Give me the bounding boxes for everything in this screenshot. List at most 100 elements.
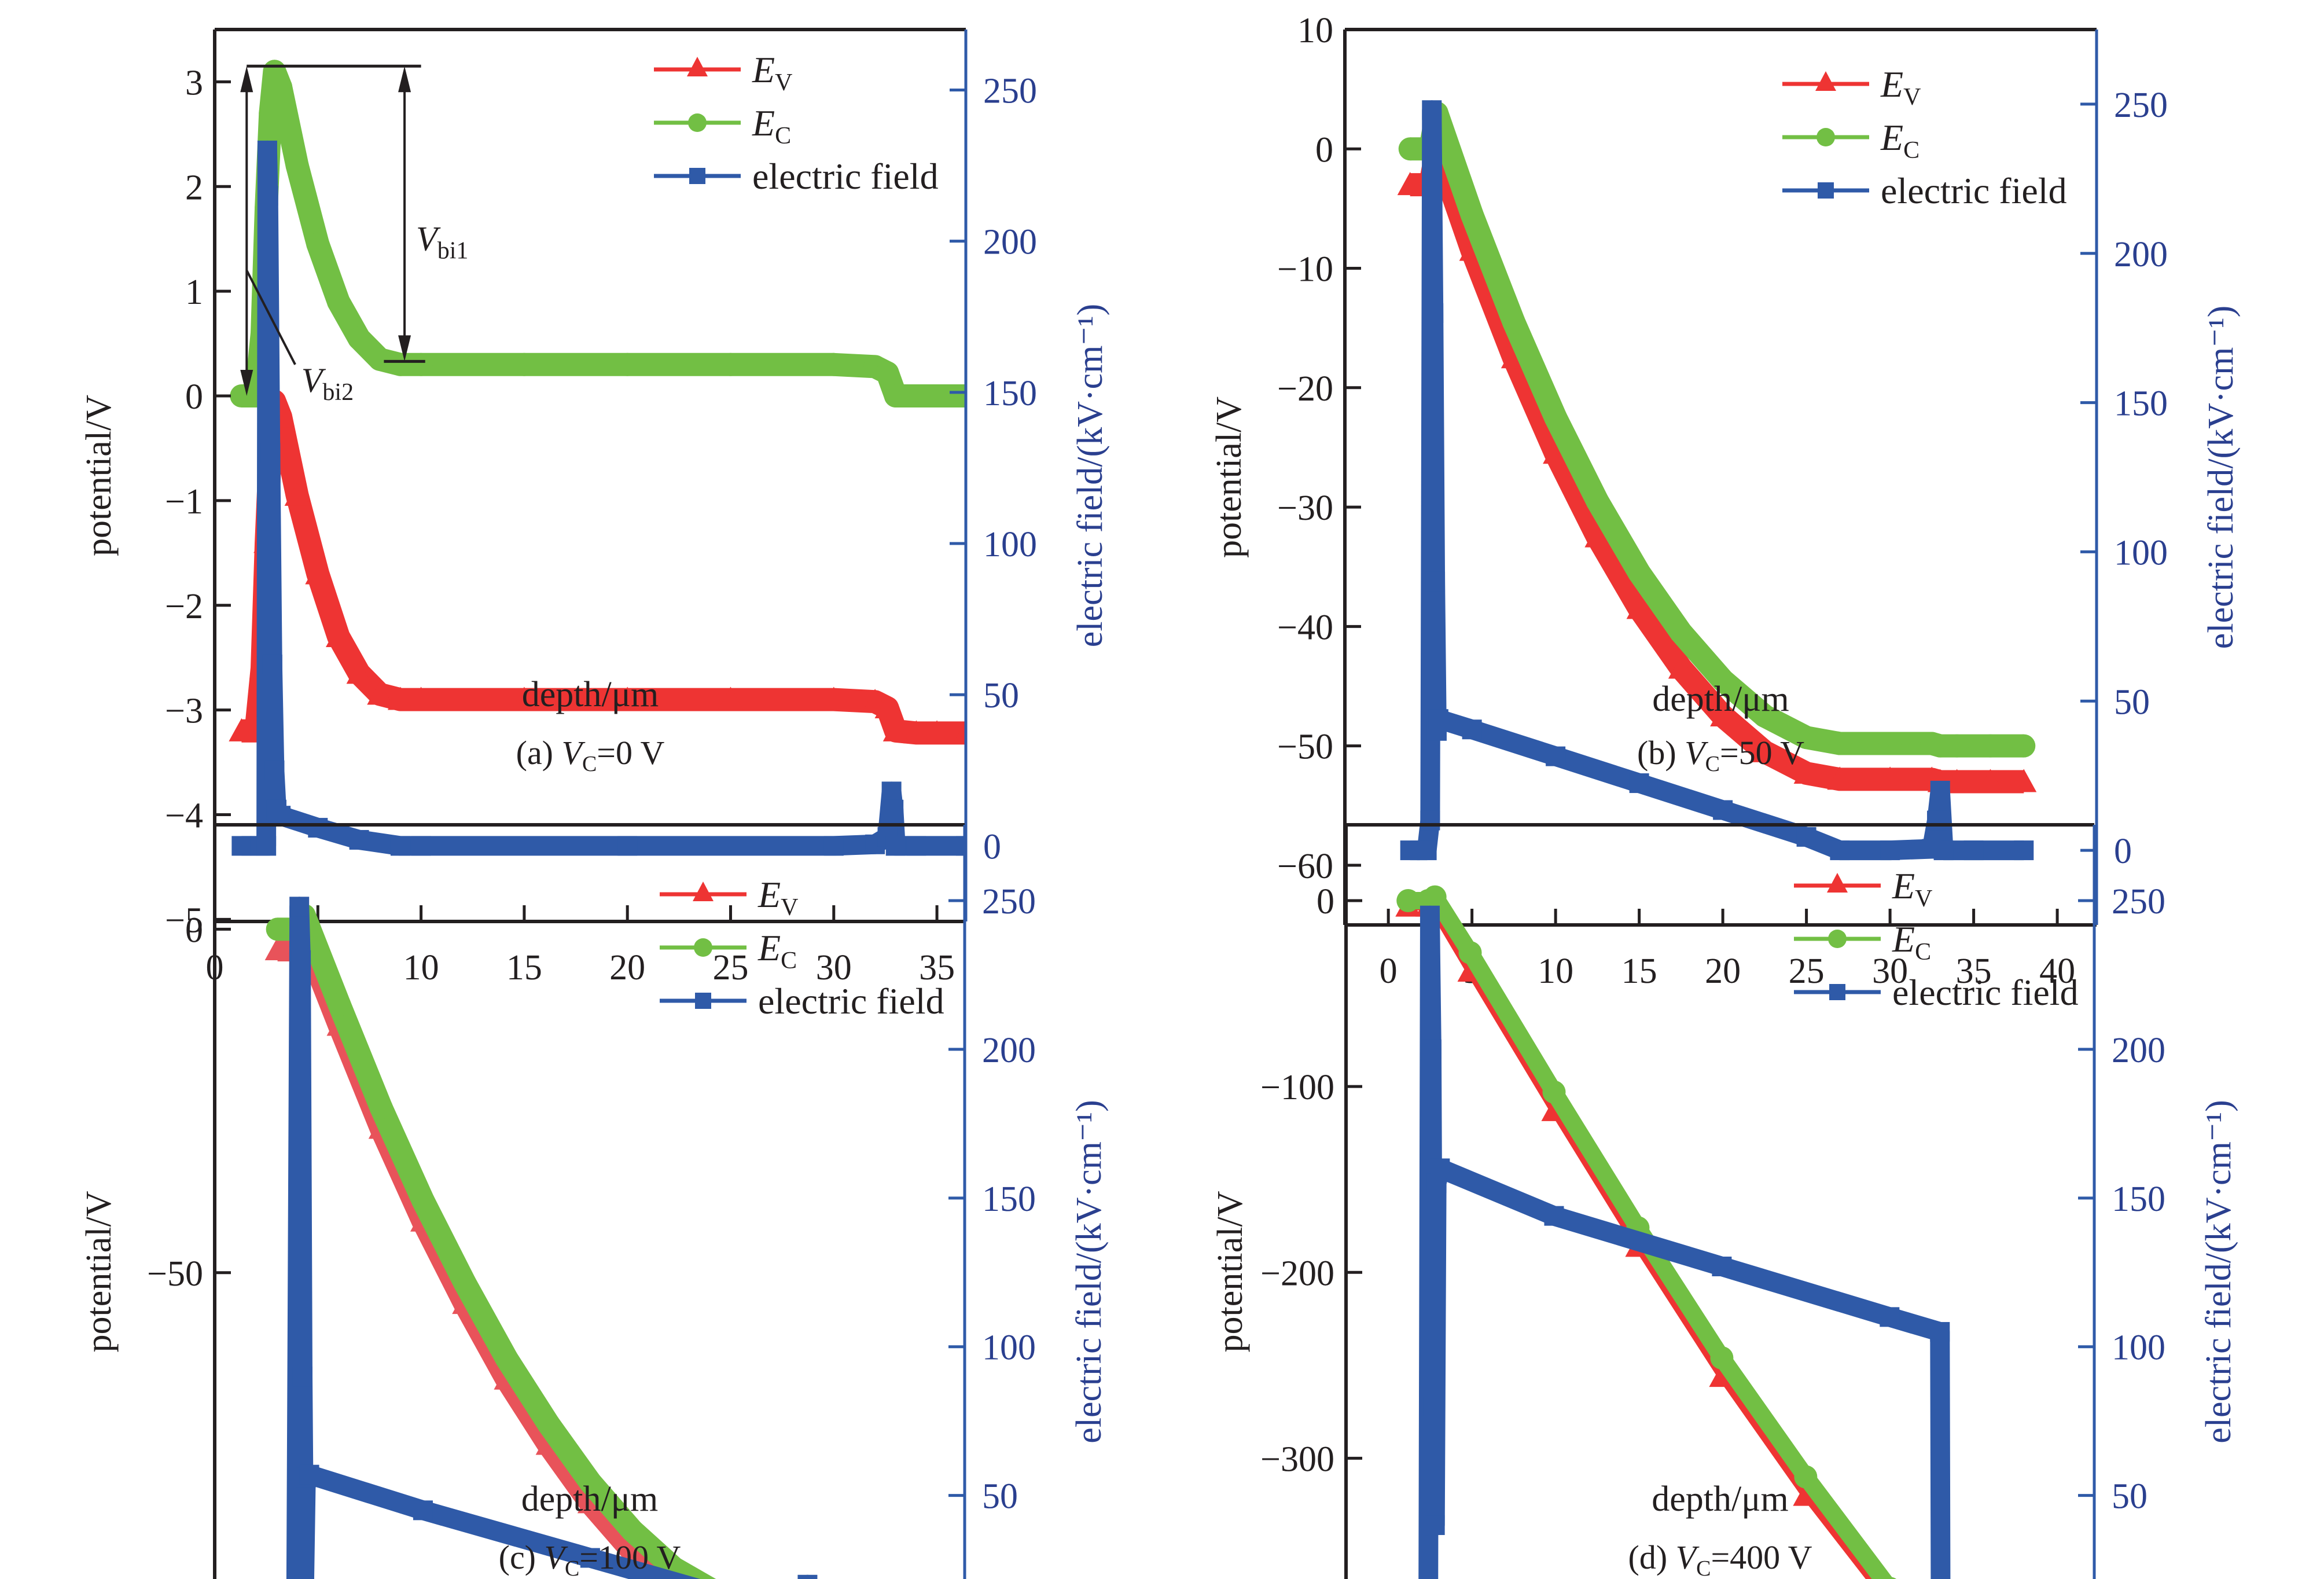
point-e-v [408,686,434,710]
x-tick-label: 25 [1789,952,1825,991]
point-electric-field [411,836,431,856]
point-e-c [1795,726,1818,750]
point-e-v [346,660,372,684]
point-e-v [924,720,950,744]
legend-label-sub: V [1903,84,1921,111]
vbi1-label: Vbi1 [416,220,468,265]
legend-label: EV [752,49,792,96]
x-tick-label: 40 [2039,952,2075,991]
point-e-c [1828,732,1852,755]
y2-tick-label: 250 [2112,882,2165,921]
legend-label: electric field [758,981,944,1022]
y-tick-label: 0 [185,377,203,417]
y2-tick-label: 0 [2114,832,2132,871]
x-axis-title: depth/μm [521,1479,658,1519]
point-e-c [1945,734,1969,758]
y-axis-title: potential/V [1211,1191,1250,1352]
point-e-c [1878,732,1902,755]
point-electric-field [1629,773,1649,794]
x-tick-label: 35 [1956,952,1992,991]
panel-caption: (d) VC=400 V [1628,1538,1812,1579]
point-e-c [1711,669,1735,692]
y-tick-label: 0 [185,910,203,950]
point-electric-field [271,806,291,826]
y-tick-label: −60 [1277,847,1333,886]
y2-axis-title: electric field/(kV·cm⁻¹) [1069,1100,1109,1444]
point-e-v [284,482,310,506]
point-e-c [1398,137,1422,161]
y2-tick-label: 100 [982,1328,1036,1368]
point-electric-field [257,140,277,160]
y2-tick-label: 0 [983,827,1001,866]
y-tick-label: 3 [185,63,203,102]
legend-label: electric field [752,156,939,197]
x-axis-title: depth/μm [1652,680,1789,719]
legend-label-base: E [757,874,781,915]
legend-label-sub: V [775,69,792,96]
y2-tick-label: 200 [983,223,1037,262]
x-tick-label: 25 [712,948,748,987]
point-e-c [266,917,289,941]
point-e-v [1397,172,1423,196]
point-e-v [325,624,351,648]
point-electric-field [289,897,310,917]
point-e-v [1752,739,1778,762]
legend-label: EC [1892,919,1931,965]
point-electric-field [1712,1257,1732,1277]
legend-label-sub: V [1915,886,1932,912]
point-electric-field [881,781,902,802]
legend-label-sub: C [1903,137,1919,164]
point-e-c [1542,1080,1566,1104]
point-e-c [620,1518,644,1542]
plot-area [1397,100,2037,861]
y2-tick-label: 200 [982,1031,1036,1070]
x-axis-title: depth/μm [1652,1479,1788,1519]
caption-subscript: C [1696,1556,1711,1579]
point-electric-field [885,836,906,856]
point-e-v [1877,766,1903,790]
x-tick-label: 30 [816,948,852,987]
y-tick-label: −1 [165,482,203,522]
point-e-c [925,384,949,408]
y-tick-label: −4 [165,796,203,836]
point-electric-field [1544,1206,1564,1226]
series-e-c [241,60,966,407]
y-tick-label: −2 [165,587,203,626]
point-e-c [453,1271,477,1295]
y-tick-label: −3 [165,692,203,731]
point-e-v [882,718,909,741]
point-e-v [305,561,331,585]
y2-axis-title: electric field/(kV·cm⁻¹) [2199,1100,2238,1444]
x-tick-label: 10 [1538,952,1573,991]
point-e-c [1753,704,1777,728]
point-electric-field [1430,1158,1450,1178]
vbi1-label-base: V [416,220,441,258]
point-electric-field [349,829,369,850]
point-electric-field [1933,840,1954,861]
legend-label-base: E [752,102,775,144]
y2-tick-label: 250 [2114,86,2168,125]
caption-prefix: (b) [1637,734,1685,772]
point-e-c [1669,620,1693,644]
point-electric-field [1425,1515,1445,1536]
plot-area [1395,885,1951,1579]
y2-tick-label: 150 [983,374,1037,413]
legend-label-base: E [1880,117,1903,158]
vbi2-leader-line [245,270,296,365]
point-electric-field [1424,303,1444,323]
legend-label: EV [757,874,798,921]
square-marker-icon [695,993,711,1009]
point-e-v [953,720,966,744]
triangle-marker-icon [687,57,708,76]
caption-variable: V [562,734,586,772]
point-electric-field [1880,1307,1900,1327]
point-e-v [903,720,929,744]
point-e-v [1793,1482,1819,1506]
point-e-c [904,384,928,408]
triangle-marker-icon [1827,873,1848,893]
point-e-c [822,352,845,376]
point-e-v [1710,703,1736,727]
